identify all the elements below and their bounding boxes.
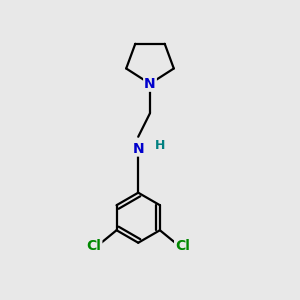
Text: H: H [155, 139, 166, 152]
Text: N: N [132, 142, 144, 155]
Text: N: N [144, 77, 156, 91]
Text: Cl: Cl [175, 239, 190, 253]
Text: Cl: Cl [86, 239, 101, 253]
